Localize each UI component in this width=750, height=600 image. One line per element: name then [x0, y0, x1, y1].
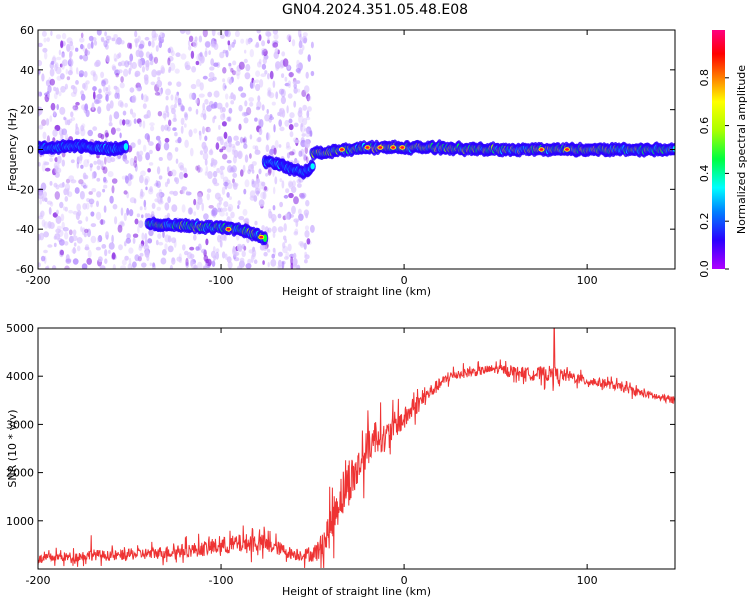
- top-y-tick-label: -40: [16, 223, 34, 236]
- spectral-ridge-1: [144, 216, 269, 246]
- bottom-y-tick-label: 3000: [6, 418, 34, 431]
- bottom-y-tick-label: 5000: [6, 322, 34, 335]
- top-y-tick-label: 0: [27, 144, 34, 157]
- colorbar-tick-label: 0.6: [698, 117, 711, 135]
- colorbar-tick-label: 0.4: [698, 165, 711, 183]
- colorbar: [712, 30, 725, 269]
- top-y-tick-label: -20: [16, 183, 34, 196]
- chart-title: GN04.2024.351.05.48.E08: [281, 2, 469, 18]
- top-x-tick-label: 100: [577, 274, 598, 287]
- colorbar-label: Normalized spectral amplitude: [735, 65, 748, 234]
- spectral-ridge-0: [38, 138, 130, 157]
- top-x-tick-label: -200: [26, 274, 51, 287]
- spectral-ridge-3: [309, 139, 675, 161]
- snr-series-line: [38, 328, 675, 569]
- bottom-x-tick-label: -200: [26, 574, 51, 587]
- bottom-x-tick-label: 0: [401, 574, 408, 587]
- colorbar-tick-label: 0.0: [698, 260, 711, 278]
- top-x-tick-label: -100: [209, 274, 234, 287]
- top-y-tick-label: -60: [16, 263, 34, 276]
- spectral-peaks: [225, 145, 570, 240]
- top-y-tick-label: 60: [20, 24, 34, 37]
- bottom-y-axis-label: SNR (10 * v/v): [6, 409, 19, 487]
- snr-frame: [37, 327, 676, 570]
- spectrogram-heatmap: [38, 30, 675, 269]
- top-y-tick-label: 20: [20, 104, 34, 117]
- top-x-tick-label: 0: [401, 274, 408, 287]
- bottom-x-tick-label: -100: [209, 574, 234, 587]
- colorbar-tick-label: 0.2: [698, 212, 711, 230]
- bottom-y-tick-label: 4000: [6, 370, 34, 383]
- bottom-x-tick-label: 100: [577, 574, 598, 587]
- bottom-y-tick-label: 1000: [6, 515, 34, 528]
- bottom-y-tick-label: 2000: [6, 467, 34, 480]
- top-x-axis-label: Height of straight line (km): [282, 285, 431, 298]
- top-y-tick-label: 40: [20, 64, 34, 77]
- top-y-axis-label: Frequency (Hz): [6, 108, 19, 191]
- colorbar-tick-label: 0.8: [698, 69, 711, 87]
- bottom-x-axis-label: Height of straight line (km): [282, 585, 431, 598]
- spectral-ridge-2: [261, 155, 316, 180]
